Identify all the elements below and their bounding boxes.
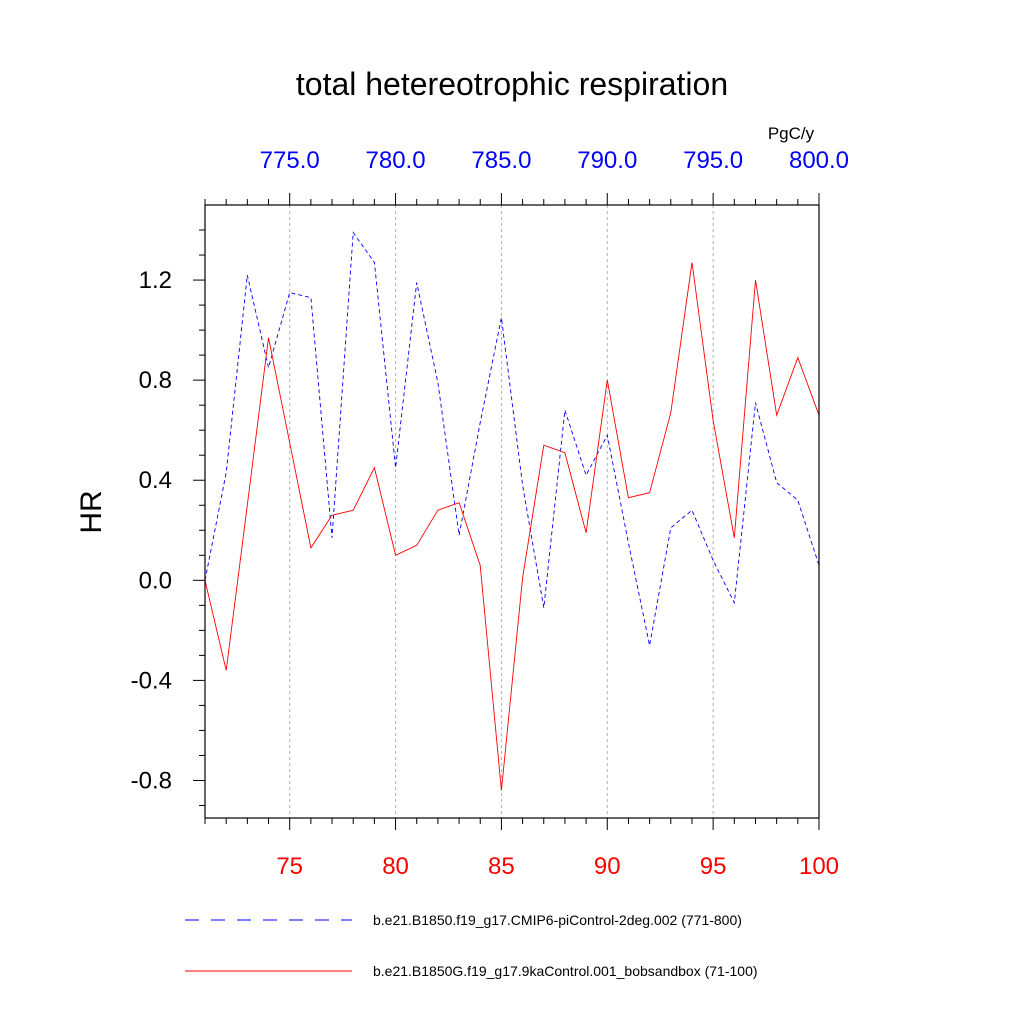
x-top-tick-label: 780.0 [366,147,426,174]
series-line-2 [204,262,820,791]
x-bottom-tick-label: 100 [799,853,839,880]
y-axis-label: HR [75,490,108,533]
x-top-tick-label: 775.0 [260,147,320,174]
series-line-1 [204,231,820,646]
x-top-tick-label: 795.0 [683,147,743,174]
x-bottom-tick-label: 95 [700,853,727,880]
legend-label-1: b.e21.B1850.f19_g17.CMIP6-piControl-2deg… [373,912,742,928]
y-tick-label: -0.8 [131,767,172,794]
x-top-tick-label: 800.0 [789,147,849,174]
y-tick-label: 1.2 [139,267,172,294]
x-bottom-tick-label: 75 [276,853,303,880]
y-tick-label: 0.0 [139,567,172,594]
legend-label-2: b.e21.B1850G.f19_g17.9kaControl.001_bobs… [373,963,758,979]
units-label: PgC/y [768,124,815,143]
y-tick-label: 0.4 [139,467,172,494]
x-bottom-tick-label: 85 [488,853,515,880]
x-bottom-tick-label: 80 [382,853,409,880]
plot-frame [204,204,820,819]
legend: b.e21.B1850.f19_g17.CMIP6-piControl-2deg… [185,912,758,979]
x-bottom-tick-label: 90 [594,853,621,880]
axes: -0.8 -0.4 0.0 0.4 0.8 1.2 75 80 85 90 95 100 775.0 78… [131,147,849,880]
x-top-tick-label: 785.0 [471,147,531,174]
chart-title: total hetereotrophic respiration [296,66,728,102]
y-tick-label: -0.4 [131,667,172,694]
x-top-tick-label: 790.0 [577,147,637,174]
y-tick-label: 0.8 [139,367,172,394]
series-layer [204,231,820,791]
